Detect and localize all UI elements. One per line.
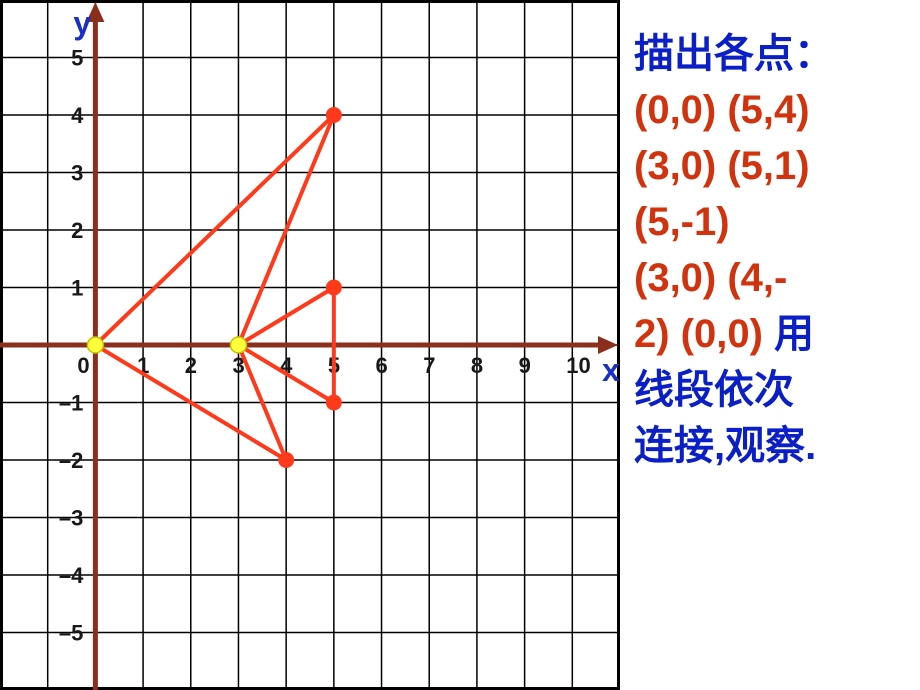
svg-text:5: 5 <box>71 46 83 71</box>
svg-text:10: 10 <box>566 353 590 378</box>
coords-line-1: (0,0) (5,4) <box>634 88 810 132</box>
svg-text:x: x <box>602 352 620 388</box>
coordinate-chart: yx01234567891012345–1–2–3–4–5 <box>0 0 620 690</box>
coords-line-4a: (3,0) (4,- <box>634 256 787 300</box>
svg-text:2: 2 <box>71 218 83 243</box>
instruction-heading: 描出各点： <box>634 32 834 76</box>
svg-text:1: 1 <box>71 276 83 301</box>
svg-text:–5: –5 <box>59 621 83 646</box>
svg-text:2: 2 <box>185 353 197 378</box>
svg-text:6: 6 <box>376 353 388 378</box>
svg-text:y: y <box>73 5 91 41</box>
svg-text:4: 4 <box>71 103 84 128</box>
svg-text:–1: –1 <box>59 391 83 416</box>
svg-text:7: 7 <box>423 353 435 378</box>
tail-blue-2: 线段依次 <box>634 368 794 412</box>
svg-text:–2: –2 <box>59 448 83 473</box>
svg-text:–3: –3 <box>59 506 83 531</box>
svg-text:9: 9 <box>519 353 531 378</box>
instruction-text: 描出各点： (0,0) (5,4) (3,0) (5,1) (5,-1) (3,… <box>620 0 920 690</box>
coords-line-4b: 2) (0,0) <box>634 312 774 356</box>
tail-blue-3: 连接,观察. <box>634 424 816 468</box>
svg-text:–4: –4 <box>59 563 84 588</box>
svg-text:0: 0 <box>77 353 89 378</box>
coords-line-2: (3,0) (5,1) <box>634 144 810 188</box>
svg-text:8: 8 <box>471 353 483 378</box>
tail-blue-1: 用 <box>774 312 814 356</box>
coords-line-3: (5,-1) <box>634 200 730 244</box>
chart-svg: yx01234567891012345–1–2–3–4–5 <box>0 0 620 690</box>
svg-text:3: 3 <box>71 161 83 186</box>
